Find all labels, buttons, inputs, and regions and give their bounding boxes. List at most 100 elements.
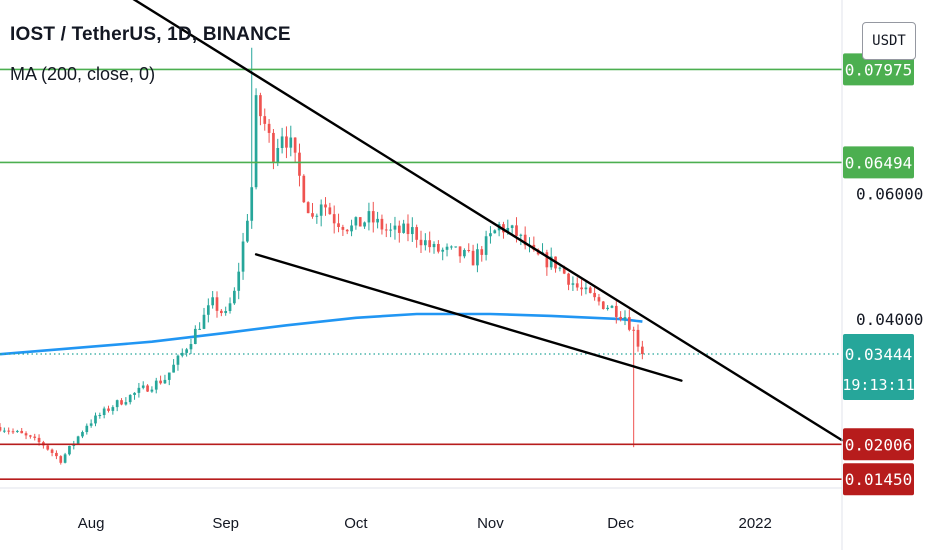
candle-body [467,250,471,252]
candle-body [176,355,180,365]
trendline-upper[interactable] [95,0,844,442]
horizontal-levels[interactable] [0,68,842,481]
candle-body [614,305,618,317]
candle-body [480,249,484,255]
candle-body [11,431,15,433]
candle-body [571,283,575,285]
level-price-label: 0.02006 [845,435,912,454]
candle-body [107,408,110,411]
candle-body [7,430,11,432]
candle-body [189,344,193,350]
candle-body [402,223,405,233]
candle-body [94,415,97,424]
candle-body [393,225,397,230]
candle-body [115,400,119,408]
candle-body [371,211,375,223]
trendlines[interactable] [95,0,844,442]
candle-body [354,217,358,226]
candle-body [332,214,336,224]
candle-body [493,230,497,234]
candle-body [337,223,340,227]
candle-body [458,246,462,257]
candle-body [428,240,432,248]
level-price-badge [843,53,914,86]
candle-body [293,137,297,153]
candle-body [341,226,345,230]
candle-body [558,267,562,269]
x-tick-label: Dec [607,515,634,532]
candle-body [636,329,640,347]
candle-body [489,233,492,237]
candle-body [263,116,267,124]
x-tick-label: Nov [477,515,504,532]
candle-body [632,329,636,331]
study-legend[interactable]: MA (200, close, 0) [10,64,156,84]
x-tick-label: Aug [78,515,105,532]
candle-body [55,452,58,457]
candle-body [484,236,488,255]
candle-body [562,267,566,274]
candle-body [246,220,249,242]
candle-body [59,456,63,463]
candle-body [289,137,293,148]
candle-body [120,400,123,405]
currency-button[interactable]: USDT [862,22,916,60]
candle-body [471,250,475,266]
candle-body [363,222,366,227]
candle-body [228,303,232,311]
y-tick-label: 0.06000 [856,184,923,203]
candle-body [276,147,280,163]
ma-200-line[interactable] [0,312,643,356]
candle-body [215,297,219,311]
candle-body [0,427,2,431]
candle-body [506,227,510,233]
candles [0,47,644,465]
level-price-badge [843,146,914,179]
candle-body [445,246,449,250]
candle-body [601,301,605,310]
x-tick-label: Oct [344,515,368,532]
candle-body [389,229,392,231]
candle-body [515,225,518,236]
candle-body [33,436,37,438]
candle-body [588,287,592,293]
candle-body [419,239,423,246]
trendline-lower[interactable] [254,253,683,382]
candle-body [476,249,479,266]
candle-body [358,217,362,227]
time-axis[interactable]: Aug Sep Oct Nov Dec 2022 [78,515,772,532]
candle-body [397,225,401,233]
ma-layer [0,312,643,356]
candle-body [85,425,89,433]
candle-body [641,346,644,354]
x-tick-label: Sep [212,515,239,532]
price-axis[interactable]: 0.06000 0.04000 0.07975 0.06494 0.02006 0.014… [842,53,923,496]
candle-body [89,423,93,426]
level-price-label: 0.01450 [845,470,912,489]
candle-body [302,175,306,203]
level-price-badge [843,463,914,496]
candle-body [432,243,436,248]
candle-body [580,287,583,290]
candle-body [159,380,162,384]
level-price-label: 0.07975 [845,60,912,79]
candle-body [63,454,67,463]
candle-body [272,132,275,163]
candle-body [154,380,158,390]
candle-body [610,305,614,308]
candle-body [311,213,314,217]
candle-body [597,297,601,302]
bar-countdown-label: 19:13:11 [842,376,914,394]
candle-body [150,389,154,392]
candle-body [545,252,549,268]
candle-body [454,246,458,248]
candle-body [2,430,6,432]
candle-body [102,408,106,416]
x-tick-label: 2022 [739,515,772,532]
candle-body [437,243,440,252]
candle-body [124,402,128,405]
candle-body [267,123,271,133]
candle-body [285,136,288,148]
candle-body [224,310,228,314]
